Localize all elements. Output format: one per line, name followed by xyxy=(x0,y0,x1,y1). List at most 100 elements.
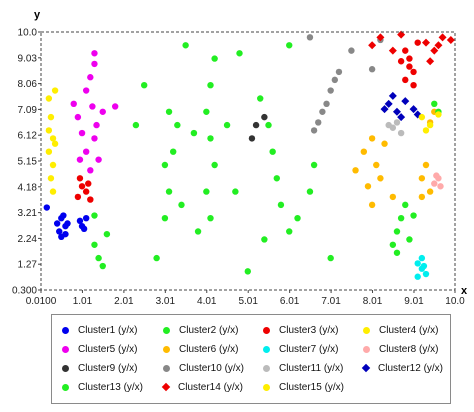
legend-marker-icon xyxy=(163,364,170,372)
legend-marker-icon xyxy=(62,326,69,334)
data-point-cluster1 xyxy=(56,228,63,235)
data-point-cluster1 xyxy=(82,214,90,222)
data-point-cluster6 xyxy=(389,193,397,201)
legend-marker-icon xyxy=(361,363,371,373)
x-tick-label: 0.0100 xyxy=(26,296,57,307)
data-point-cluster3 xyxy=(406,63,413,70)
data-point-cluster13 xyxy=(410,212,417,219)
legend-item-cluster5: Cluster5 (y/x) xyxy=(62,341,137,357)
data-point-cluster5 xyxy=(93,121,100,129)
data-point-cluster2 xyxy=(190,129,198,137)
data-point-cluster12 xyxy=(388,91,397,100)
data-point-cluster2 xyxy=(265,121,272,129)
data-point-cluster3 xyxy=(402,47,409,54)
plot-marks xyxy=(43,30,455,280)
data-point-cluster4 xyxy=(47,113,55,121)
data-point-cluster2 xyxy=(232,188,239,195)
data-point-cluster14 xyxy=(438,33,447,42)
data-point-cluster2 xyxy=(207,135,214,142)
x-tick-label: 10.0 xyxy=(445,296,465,307)
data-point-cluster9 xyxy=(252,121,260,129)
legend-marker-icon xyxy=(62,345,69,353)
data-point-cluster5 xyxy=(87,74,94,81)
legend-label: Cluster2 (y/x) xyxy=(179,324,239,336)
data-point-cluster6 xyxy=(418,193,426,201)
data-point-cluster10 xyxy=(315,119,322,126)
x-tick-label: 1.01 xyxy=(73,296,93,307)
data-point-cluster12 xyxy=(409,105,418,114)
data-point-cluster4 xyxy=(45,148,53,155)
data-point-cluster4 xyxy=(51,140,59,147)
data-point-cluster1 xyxy=(64,220,71,227)
legend-marker-icon xyxy=(263,383,270,391)
legend-item-cluster8: Cluster8 (y/x) xyxy=(363,341,438,357)
data-point-cluster12 xyxy=(401,97,410,106)
data-point-cluster9 xyxy=(248,135,256,142)
x-tick-label: 8.01 xyxy=(363,296,383,307)
legend-marker-icon xyxy=(163,345,170,353)
data-point-cluster1 xyxy=(76,217,84,225)
legend-item-cluster14: Cluster14 (y/x) xyxy=(161,379,244,395)
x-axis-label: x xyxy=(461,285,468,297)
y-axis-label: y xyxy=(34,9,41,21)
data-point-cluster15 xyxy=(435,111,442,118)
data-point-cluster10 xyxy=(306,34,314,41)
data-point-cluster13 xyxy=(103,230,111,238)
data-point-cluster1 xyxy=(60,212,67,219)
data-point-cluster10 xyxy=(348,47,355,54)
legend-label: Cluster1 (y/x) xyxy=(78,324,138,336)
y-tick-label: 5.15 xyxy=(18,157,38,168)
legend-item-cluster11: Cluster11 (y/x) xyxy=(263,360,343,376)
data-point-cluster14 xyxy=(446,35,455,44)
legend-label: Cluster14 (y/x) xyxy=(178,381,244,393)
data-point-cluster2 xyxy=(286,42,293,49)
legend-item-cluster10: Cluster10 (y/x) xyxy=(163,360,244,376)
data-point-cluster14 xyxy=(426,57,435,66)
data-point-cluster2 xyxy=(203,108,210,115)
data-point-cluster7 xyxy=(414,273,421,280)
data-point-cluster6 xyxy=(364,183,372,190)
data-point-cluster2 xyxy=(132,121,140,129)
x-tick-label: 3.01 xyxy=(156,296,176,307)
data-point-cluster8 xyxy=(431,180,438,187)
data-point-cluster5 xyxy=(91,135,98,142)
y-tick-label: 3.21 xyxy=(18,208,38,219)
data-point-cluster6 xyxy=(368,201,376,209)
data-point-cluster2 xyxy=(294,214,301,222)
data-point-cluster6 xyxy=(373,161,380,169)
data-point-cluster2 xyxy=(306,188,314,195)
data-point-cluster11 xyxy=(397,129,405,137)
data-point-cluster2 xyxy=(174,121,181,129)
legend-label: Cluster15 (y/x) xyxy=(279,381,345,393)
data-point-cluster5 xyxy=(95,156,102,163)
data-point-cluster6 xyxy=(352,167,359,174)
data-point-cluster14 xyxy=(421,38,430,47)
legend-label: Cluster9 (y/x) xyxy=(78,362,138,374)
legend-marker-icon xyxy=(163,326,170,334)
plot-frame xyxy=(40,31,456,291)
data-point-cluster4 xyxy=(47,175,55,182)
data-point-cluster5 xyxy=(82,87,90,94)
data-point-cluster10 xyxy=(323,100,330,108)
legend-label: Cluster4 (y/x) xyxy=(379,324,439,336)
data-point-cluster2 xyxy=(182,42,189,49)
y-tick-label: 0.300 xyxy=(12,286,37,297)
data-point-cluster14 xyxy=(434,41,443,50)
data-point-cluster10 xyxy=(331,76,339,84)
data-point-cluster12 xyxy=(380,105,389,114)
data-point-cluster3 xyxy=(85,180,92,187)
data-point-cluster3 xyxy=(82,188,90,195)
legend-label: Cluster5 (y/x) xyxy=(78,343,138,355)
data-point-cluster6 xyxy=(360,148,368,155)
data-point-cluster2 xyxy=(261,236,268,243)
data-point-cluster6 xyxy=(426,188,434,195)
legend-item-cluster15: Cluster15 (y/x) xyxy=(263,379,344,395)
data-point-cluster5 xyxy=(87,167,94,174)
data-point-cluster10 xyxy=(310,127,318,134)
data-point-cluster14 xyxy=(397,30,406,39)
data-point-cluster2 xyxy=(207,214,214,222)
data-point-cluster5 xyxy=(76,156,84,163)
legend-marker-icon xyxy=(263,345,270,353)
data-point-cluster10 xyxy=(327,87,334,94)
legend-label: Cluster13 (y/x) xyxy=(78,381,144,393)
